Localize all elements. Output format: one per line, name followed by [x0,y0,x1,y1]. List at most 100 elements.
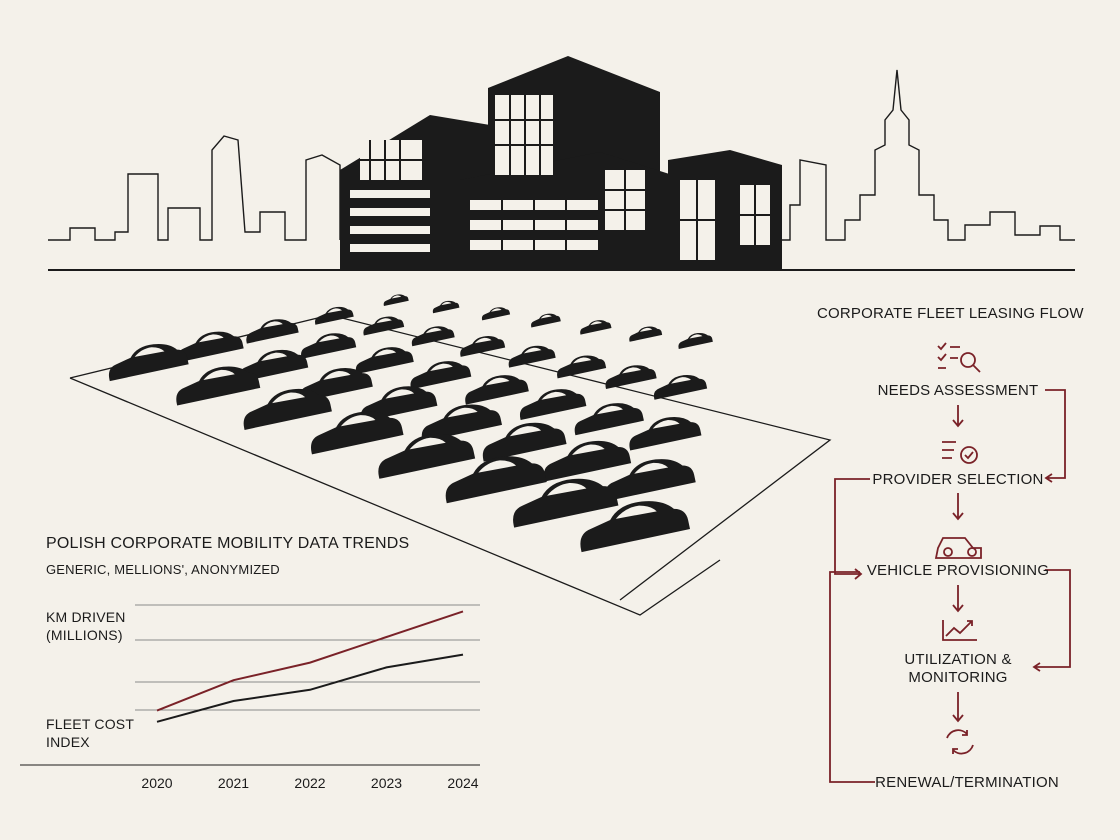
car-body [311,411,404,455]
car-body [531,313,561,328]
car-body [465,375,529,405]
car-body [355,347,414,375]
car-body [246,319,299,344]
chart-rules [20,604,480,766]
car [557,355,607,379]
car [238,349,309,383]
car-window [374,349,397,357]
car-window [385,389,415,399]
car [355,347,414,375]
flow-step: UTILIZATION & MONITORING [904,651,1012,686]
office-buildings [340,56,782,270]
car [543,440,632,482]
car-window [391,295,402,299]
car-window [318,335,340,343]
x-tick-label: 2022 [294,775,325,791]
car-window [430,363,453,371]
car-body [481,307,511,321]
car-window [572,357,592,364]
car-body [301,333,357,359]
car-window [597,405,623,415]
car-window [340,415,376,427]
car [508,345,556,368]
car-body [238,349,309,383]
car-body [574,403,644,436]
flow-step: NEEDS ASSESSMENT [877,382,1039,399]
car-body [410,361,472,390]
car-window [671,377,691,384]
car-window [327,308,342,314]
flow-step: VEHICLE PROVISIONING [866,562,1050,579]
car-window [590,321,602,326]
x-tick-label: 2024 [447,775,478,791]
car-window [376,318,392,324]
car-window [447,407,478,418]
car [301,333,357,359]
car-window [509,426,542,437]
car [410,361,472,390]
car-body [177,331,244,363]
car-window [198,334,224,343]
car [531,313,561,328]
car [465,375,529,405]
car [574,403,644,436]
car-body [378,433,476,479]
car-body [243,388,332,430]
car-window [323,371,351,380]
car-body [629,326,663,342]
series-line [156,653,464,723]
legend-label: KM DRIVEN (MILLIONS) [46,609,126,643]
car [629,417,702,451]
car [653,375,708,400]
car [605,365,657,390]
car [177,331,244,363]
flow-graphics [829,342,1071,783]
x-tick-label: 2023 [371,775,402,791]
parked-cars [108,294,713,553]
car [383,294,409,307]
car-body [580,501,691,553]
car [246,319,299,344]
car-body [176,366,261,406]
car-body [460,336,506,357]
car-body [508,345,556,368]
car-window [540,314,552,319]
car-body [383,294,409,307]
car-window [634,462,669,474]
car-window [622,367,642,374]
car-window [547,483,587,496]
car [176,366,261,406]
car [108,344,189,382]
car [421,404,502,442]
car-window [263,321,283,328]
car-body [411,326,455,347]
x-tick-label: 2021 [218,775,249,791]
car-window [615,505,657,519]
car [314,306,354,325]
car [299,368,373,403]
car-window [425,328,442,334]
car-body [299,368,373,403]
car [445,456,547,504]
car-body [604,459,696,502]
car-body [629,417,702,451]
car-window [134,347,165,357]
skyline [780,69,1075,241]
car-body [519,389,587,420]
car [513,478,619,528]
car-window [203,369,235,381]
car-body [445,456,547,504]
car-window [261,352,288,362]
car-window [409,437,446,450]
car [363,316,405,336]
car-window [689,334,703,339]
car-body [678,332,713,349]
car [411,326,455,347]
car-body [513,478,619,528]
car-window [541,391,567,400]
flow-step: PROVIDER SELECTION [872,471,1044,488]
car-window [474,337,492,344]
car-window [478,460,517,473]
